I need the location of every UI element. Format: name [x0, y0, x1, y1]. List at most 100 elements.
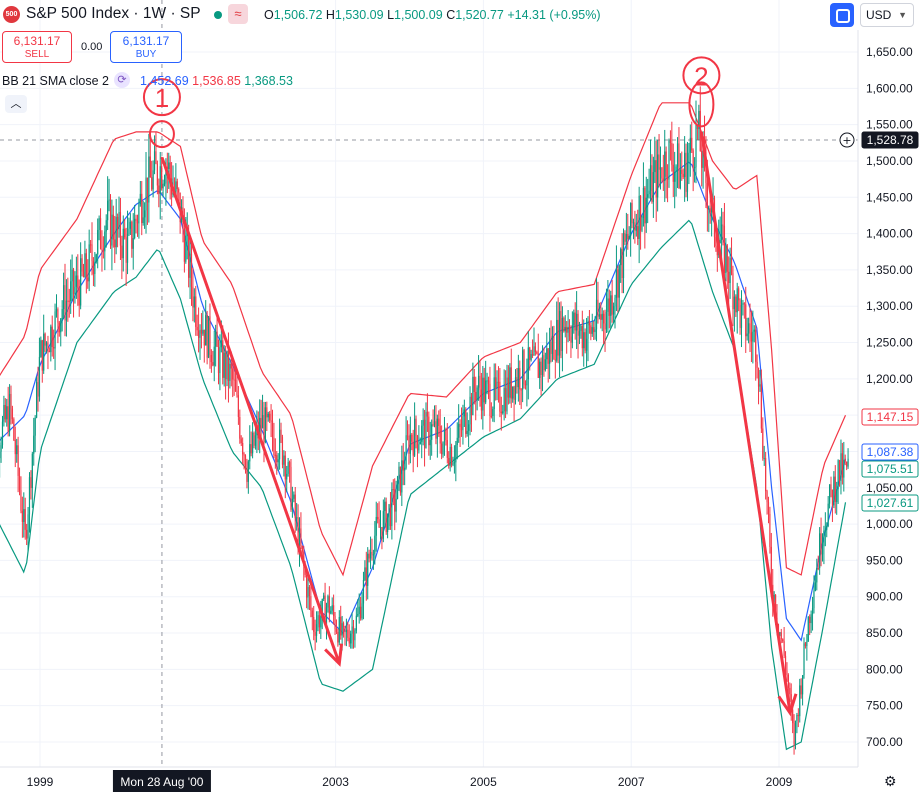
sell-price: 6,131.17 [13, 34, 61, 48]
candle-body [782, 639, 784, 642]
candle-body [571, 325, 573, 343]
candle-body [794, 720, 797, 745]
settings-icon[interactable]: ⚙ [884, 773, 897, 789]
candle-body [297, 517, 299, 550]
candle-body [543, 355, 545, 371]
indicator-legend[interactable]: BB 21 SMA close 2 1,452.69 1,536.85 1,36… [2, 74, 293, 88]
candle-body [560, 311, 562, 351]
currency-select[interactable]: USD ▼ [860, 3, 914, 27]
candle-body [820, 533, 822, 555]
candle-body [163, 183, 166, 185]
time-axis[interactable]: 1999 2003 2005 2007 2009 Mon 28 Aug '00 [27, 770, 793, 792]
candle-body [388, 504, 390, 514]
candle-body [799, 685, 801, 717]
candle-body [216, 331, 218, 347]
candle-body [31, 453, 33, 489]
candle-body [642, 187, 645, 218]
currency-label: USD [866, 8, 892, 22]
y-tick-label: 1,300.00 [866, 299, 913, 313]
candle-body [196, 326, 198, 331]
candle-body [516, 377, 518, 388]
candle-body [306, 574, 308, 598]
candle-body [679, 169, 681, 189]
buy-label: BUY [135, 49, 157, 60]
candle-body [603, 313, 605, 324]
candle-body [107, 200, 109, 221]
candle-body [391, 489, 393, 527]
candle-body [684, 152, 686, 178]
candle-body [475, 392, 477, 401]
candle-body [534, 346, 537, 352]
candle-body [108, 199, 110, 201]
candle-body [378, 519, 380, 528]
candle-body [621, 248, 623, 279]
candle-body [35, 382, 38, 418]
candle-body [456, 437, 458, 446]
candle-body [588, 320, 591, 326]
candle-body [482, 377, 484, 411]
candle-body [37, 382, 39, 397]
candle-body [38, 356, 41, 397]
candle-body [286, 473, 288, 480]
candle-body [598, 314, 600, 317]
price-axis[interactable]: 700.00 750.00 800.00 850.00 900.00 950.00 1,00… [839, 45, 919, 749]
candle-body [641, 217, 643, 231]
candle-body [311, 610, 313, 617]
candle-body [747, 323, 750, 334]
annotations[interactable]: 12 [142, 56, 798, 717]
candle-body [749, 323, 751, 333]
candle-body [159, 166, 161, 194]
candle-body [347, 629, 349, 638]
candle-body [696, 124, 699, 130]
candle-body [698, 110, 700, 130]
candle-body [189, 253, 191, 278]
candle-body [779, 632, 781, 634]
sync-icon[interactable]: ⟳ [114, 72, 130, 88]
fullscreen-icon[interactable] [830, 3, 854, 27]
ohlc-low-label: L [387, 8, 395, 22]
candle-body [3, 404, 5, 422]
candle-body [435, 421, 437, 439]
candle-body [593, 327, 595, 333]
candle-body [122, 228, 124, 259]
ohlc-open: 1,506.72 [273, 8, 323, 22]
candle-body [252, 432, 254, 454]
candle-body [668, 139, 670, 180]
compare-icon[interactable]: ≈ [228, 4, 248, 24]
candle-body [153, 151, 156, 171]
candle-body [141, 193, 143, 224]
candle-body [0, 445, 2, 452]
candle-body [634, 222, 636, 231]
candle-body [529, 347, 531, 360]
candle-body [740, 304, 743, 328]
symbol-title[interactable]: S&P 500 Index · 1W · SP [26, 5, 201, 22]
candle-body [706, 182, 708, 209]
sell-button[interactable]: 6,131.17 SELL [2, 31, 72, 63]
candle-body [43, 333, 45, 371]
candle-body [570, 336, 572, 343]
candle-body [809, 616, 811, 624]
buy-button[interactable]: 6,131.17 BUY [110, 31, 182, 63]
candle-body [462, 416, 464, 431]
candle-body [234, 379, 237, 392]
candle-body [17, 445, 19, 476]
candle-body [68, 300, 70, 302]
candle-body [414, 418, 416, 456]
candle-body [681, 169, 683, 174]
candle-body [765, 458, 767, 492]
candle-body [287, 462, 289, 474]
candle-body [665, 151, 667, 177]
candle-body [675, 166, 677, 172]
candle-body [651, 165, 653, 202]
candle-body [112, 214, 114, 240]
collapse-chevron-icon[interactable]: ︿ [5, 95, 27, 113]
candle-body [715, 237, 717, 247]
x-tick-label: 2005 [470, 775, 497, 789]
candle-body [563, 317, 565, 332]
candle-body [644, 187, 646, 224]
candle-body [502, 411, 504, 414]
candle-body [300, 528, 302, 546]
candle-body [226, 350, 228, 380]
candle-body [65, 300, 68, 321]
